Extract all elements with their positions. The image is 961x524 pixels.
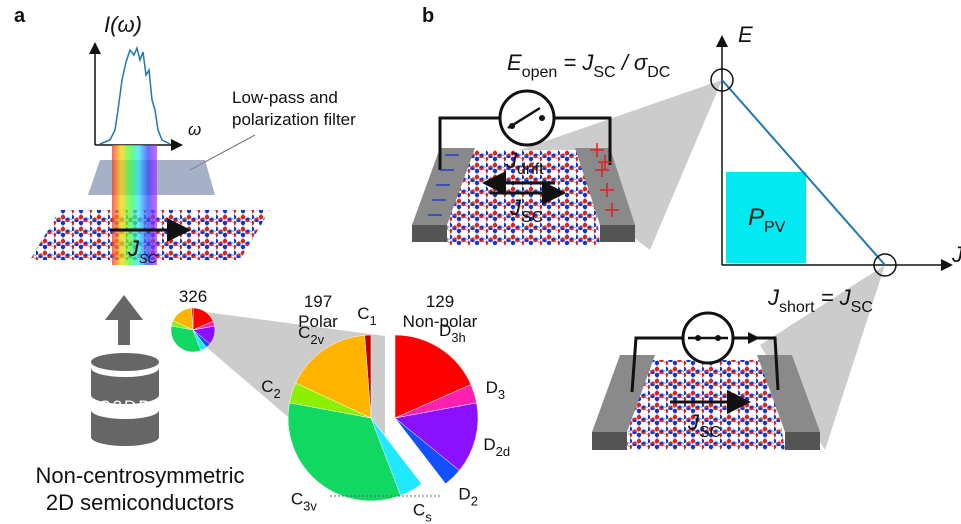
symbol: D xyxy=(439,321,451,340)
subscript: SC xyxy=(593,64,615,81)
subscript: short xyxy=(779,299,815,316)
iv-plot xyxy=(711,38,950,276)
symbol: C xyxy=(357,304,369,323)
subscript: SC xyxy=(139,251,158,266)
symbol: = J xyxy=(815,285,852,310)
symbol: = J xyxy=(557,50,594,75)
subscript: 3v xyxy=(303,499,317,514)
symbol: D xyxy=(483,435,495,454)
spectrum-x-label: ω xyxy=(188,120,201,139)
subscript: 2v xyxy=(310,332,324,347)
subscript: SC xyxy=(699,424,721,441)
subscript: 3h xyxy=(451,330,465,345)
subscript: 1 xyxy=(369,313,376,328)
spectrum xyxy=(95,45,180,145)
up-arrow xyxy=(105,295,143,345)
symbol: P xyxy=(748,204,764,231)
figure: a I(ω) ω Low-pass and polarization filte… xyxy=(0,0,961,524)
filter-label: polarization filter xyxy=(232,110,356,129)
spectrum-axis-label: I(ω) xyxy=(104,12,142,37)
slice-label: D3 xyxy=(486,378,506,402)
panel-label: a xyxy=(14,5,26,27)
symbol: C xyxy=(291,490,303,509)
caption: Non-centrosymmetric xyxy=(35,463,244,488)
subscript: DC xyxy=(647,64,670,81)
database-label: C2DB xyxy=(98,397,151,416)
symbol: C xyxy=(261,377,273,396)
filter-label: Low-pass and xyxy=(232,88,338,107)
slice-label: C3v xyxy=(291,490,318,514)
panel-label: b xyxy=(422,5,434,27)
total-count: 326 xyxy=(179,287,207,306)
subscript: SC xyxy=(851,299,873,316)
slice-label: D2d xyxy=(483,435,510,459)
symbol: / σ xyxy=(616,50,648,75)
subscript: open xyxy=(522,64,558,81)
subscript: SC xyxy=(521,209,543,226)
subscript: 3 xyxy=(498,387,505,402)
symbol: C xyxy=(298,323,310,342)
slice-label: D2 xyxy=(458,484,478,508)
symbol: C xyxy=(413,501,425,520)
slice-label: C1 xyxy=(357,304,377,328)
subscript: drift xyxy=(517,161,544,178)
subscript: 2 xyxy=(471,493,478,508)
symbol: E xyxy=(507,50,522,75)
subscript: 2 xyxy=(273,386,280,401)
caption: 2D semiconductors xyxy=(46,490,234,515)
subscript: s xyxy=(425,510,432,524)
subscript: 2d xyxy=(496,444,510,459)
x-axis-label: J xyxy=(951,242,961,267)
polar-count: 197 xyxy=(304,292,332,311)
symbol: D xyxy=(486,378,498,397)
equation: Eopen = JSC / σDC xyxy=(507,50,670,81)
y-axis-label: E xyxy=(738,22,753,47)
nonpolar-count: 129 xyxy=(426,292,454,311)
slice-label: Cs xyxy=(413,501,432,524)
subscript: PV xyxy=(764,219,786,236)
symbol: D xyxy=(458,484,470,503)
